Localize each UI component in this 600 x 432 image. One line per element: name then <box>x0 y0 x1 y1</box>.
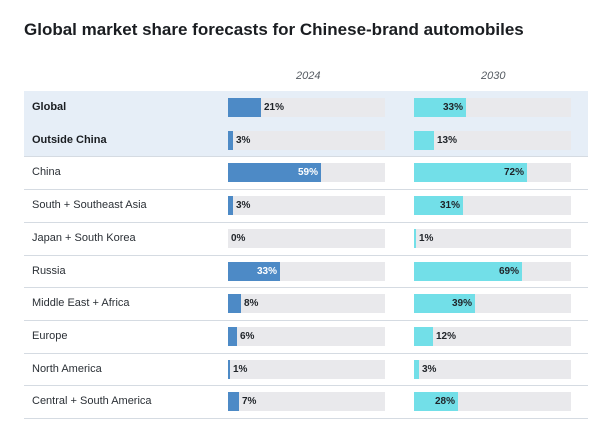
value-label-2030-japan-south-korea: 1% <box>419 232 434 244</box>
value-label-2030-russia: 69% <box>498 265 519 277</box>
value-label-2030-middle-east-africa: 39% <box>451 298 472 310</box>
value-label-2030-europe: 12% <box>436 330 457 342</box>
row-divider <box>24 352 588 354</box>
bar-2024-china <box>228 163 321 183</box>
bar-track-2024-japan-south-korea: 0% <box>228 228 385 248</box>
value-label-2024-russia: 33% <box>256 265 277 277</box>
bar-track-2030-japan-south-korea: 1% <box>414 228 571 248</box>
row-divider <box>24 319 588 321</box>
bar-2030-europe <box>414 326 433 346</box>
row-label-outside-china: Outside China <box>32 133 107 146</box>
value-label-2030-china: 72% <box>503 167 524 179</box>
bar-track-2024-outside-china: 3% <box>228 130 385 150</box>
bar-track-2024-russia: 33% <box>228 261 385 281</box>
value-label-2024-south-southeast-asia: 3% <box>236 200 251 212</box>
bar-track-2030-outside-china: 13% <box>414 130 571 150</box>
row-divider <box>24 221 588 223</box>
value-label-2024-japan-south-korea: 0% <box>231 232 246 244</box>
bar-track-2030-south-southeast-asia: 31% <box>414 196 571 216</box>
value-label-2030-north-america: 3% <box>422 363 437 375</box>
bar-track-2030-middle-east-africa: 39% <box>414 294 571 314</box>
bar-track-2030-north-america: 3% <box>414 359 571 379</box>
bar-2030-north-america <box>414 359 419 379</box>
bar-2030-south-southeast-asia <box>414 196 463 216</box>
bar-2024-global <box>228 98 261 117</box>
bar-2024-europe <box>228 326 237 346</box>
row-label-north-america: North America <box>32 362 102 375</box>
value-label-2030-south-southeast-asia: 31% <box>439 200 460 212</box>
value-label-2024-global: 21% <box>264 102 285 113</box>
row-divider <box>24 156 588 158</box>
bar-2030-middle-east-africa <box>414 294 475 314</box>
chart-title: Global market share forecasts for Chines… <box>24 20 524 39</box>
value-label-2024-europe: 6% <box>240 330 255 342</box>
row-label-china: China <box>32 166 61 179</box>
value-label-2024-middle-east-africa: 8% <box>244 298 259 310</box>
value-label-2030-global: 33% <box>442 102 463 113</box>
row-divider <box>24 418 588 419</box>
row-label-europe: Europe <box>32 329 68 342</box>
value-label-2024-central-south-america: 7% <box>242 396 257 408</box>
value-label-2024-north-america: 1% <box>233 363 248 375</box>
column-header-2024: 2024 <box>296 70 321 82</box>
row-label-middle-east-africa: Middle East + Africa <box>32 297 130 310</box>
bar-track-2024-europe: 6% <box>228 326 385 346</box>
bar-2024-north-america <box>228 359 230 379</box>
bar-2024-middle-east-africa <box>228 294 241 314</box>
bar-track-2030-europe: 12% <box>414 326 571 346</box>
bar-track-2024-north-america: 1% <box>228 359 385 379</box>
column-header-2030: 2030 <box>481 70 506 82</box>
value-label-2024-china: 59% <box>297 167 318 179</box>
bar-track-2024-global: 21% <box>228 98 385 117</box>
bar-track-2024-china: 59% <box>228 163 385 183</box>
row-label-japan-south-korea: Japan + South Korea <box>32 231 136 244</box>
bar-2024-central-south-america <box>228 392 239 412</box>
row-label-global: Global <box>32 101 67 113</box>
row-divider <box>24 189 588 191</box>
row-divider <box>24 287 588 289</box>
bar-2030-japan-south-korea <box>414 228 416 248</box>
bar-track-2030-central-south-america: 28% <box>414 392 571 412</box>
row-label-south-southeast-asia: South + Southeast Asia <box>32 199 147 212</box>
bar-track-2030-china: 72% <box>414 163 571 183</box>
bar-2024-south-southeast-asia <box>228 196 233 216</box>
bar-2024-russia <box>228 261 280 281</box>
bar-2030-china <box>414 163 527 183</box>
bar-2024-outside-china <box>228 130 233 150</box>
bar-track-2024-south-southeast-asia: 3% <box>228 196 385 216</box>
value-label-2030-central-south-america: 28% <box>434 396 455 408</box>
bar-track-2030-global: 33% <box>414 98 571 117</box>
value-label-2024-outside-china: 3% <box>236 134 251 146</box>
value-label-2030-outside-china: 13% <box>437 134 458 146</box>
row-label-central-south-america: Central + South America <box>32 395 152 408</box>
bar-track-2030-russia: 69% <box>414 261 571 281</box>
row-divider <box>24 254 588 256</box>
bar-track-2024-middle-east-africa: 8% <box>228 294 385 314</box>
row-label-russia: Russia <box>32 264 66 277</box>
bar-2030-outside-china <box>414 130 434 150</box>
bar-2030-central-south-america <box>414 392 458 412</box>
bar-2030-global <box>414 98 466 117</box>
row-divider <box>24 385 588 387</box>
bar-track-2024-central-south-america: 7% <box>228 392 385 412</box>
bar-2030-russia <box>414 261 522 281</box>
